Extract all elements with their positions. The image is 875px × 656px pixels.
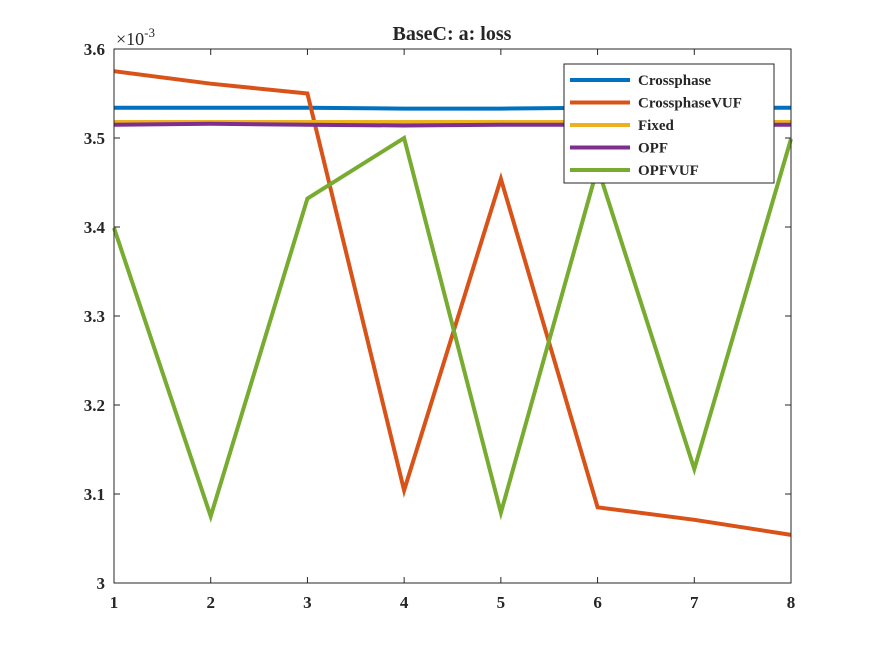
y-axis-exponent-power: -3 [144,25,155,40]
y-tick-label: 3.1 [84,485,105,504]
series-line-opfvuf [112,134,793,523]
x-tick-label: 5 [497,593,506,612]
legend: Crossphase CrossphaseVUF Fixed OPF OPFVUF [563,63,775,184]
x-tick-label: 4 [400,593,409,612]
legend-label: CrossphaseVUF [638,96,742,112]
y-tick-label: 3.4 [84,218,106,237]
x-tick-label: 6 [593,593,602,612]
legend-items: Crossphase CrossphaseVUF Fixed OPF OPFVUF [570,73,742,179]
y-axis: 3 3.1 3.2 3.3 3.4 3.5 3.6 [84,40,791,593]
y-tick-label: 3.5 [84,129,105,148]
x-tick-label: 8 [787,593,796,612]
legend-label: OPF [638,141,668,157]
legend-entry: OPF [570,141,668,157]
legend-entry: OPFVUF [570,163,699,179]
x-tick-label: 1 [110,593,119,612]
legend-label: Crossphase [638,73,711,89]
chart-title: BaseC: a: loss [393,23,512,45]
x-tick-label: 7 [690,593,699,612]
legend-entry: Crossphase [570,73,711,89]
x-axis: 1 2 3 4 5 6 7 8 [110,49,796,612]
y-tick-label: 3.2 [84,396,105,415]
y-tick-label: 3.3 [84,307,105,326]
x-tick-label: 2 [206,593,215,612]
y-tick-label: 3 [97,574,106,593]
legend-label: Fixed [638,118,674,134]
legend-entry: CrossphaseVUF [570,96,742,112]
series-line-crossphasevuf [113,69,792,537]
legend-entry: Fixed [570,118,674,134]
y-tick-label: 3.6 [84,40,105,59]
x-tick-label: 3 [303,593,312,612]
y-axis-exponent-base: ×10 [116,29,144,49]
legend-label: OPFVUF [638,163,699,179]
y-axis-exponent: ×10-3 [116,25,155,49]
